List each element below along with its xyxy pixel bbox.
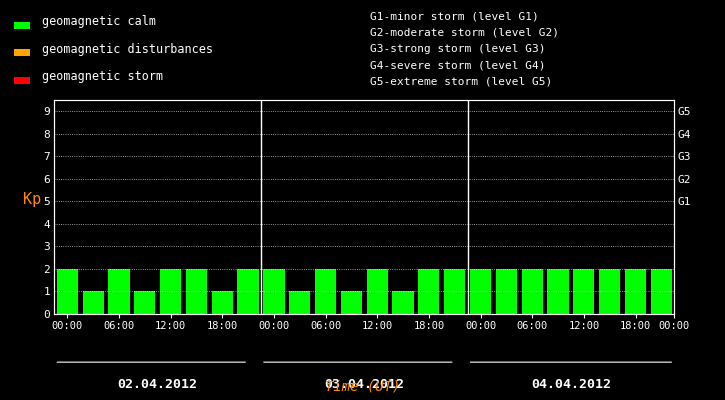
Y-axis label: Kp: Kp	[23, 192, 41, 207]
Bar	[547, 269, 568, 314]
Text: Time (UT): Time (UT)	[325, 380, 400, 394]
Bar	[599, 269, 621, 314]
Bar	[315, 269, 336, 314]
Bar	[238, 269, 259, 314]
Bar	[186, 269, 207, 314]
Bar	[625, 269, 646, 314]
Bar	[83, 292, 104, 314]
Bar	[160, 269, 181, 314]
Bar	[418, 269, 439, 314]
Bar	[392, 292, 414, 314]
Text: geomagnetic calm: geomagnetic calm	[42, 15, 156, 28]
Bar	[134, 292, 155, 314]
Text: G3-strong storm (level G3): G3-strong storm (level G3)	[370, 44, 545, 54]
Text: G1-minor storm (level G1): G1-minor storm (level G1)	[370, 11, 539, 21]
Bar	[470, 269, 491, 314]
Bar	[651, 269, 672, 314]
Text: G4-severe storm (level G4): G4-severe storm (level G4)	[370, 60, 545, 70]
Bar	[444, 269, 465, 314]
Bar	[496, 269, 517, 314]
Text: 02.04.2012: 02.04.2012	[117, 378, 198, 391]
Bar	[263, 269, 284, 314]
Bar	[14, 76, 30, 84]
Text: G5-extreme storm (level G5): G5-extreme storm (level G5)	[370, 77, 552, 87]
Bar	[289, 292, 310, 314]
Text: geomagnetic storm: geomagnetic storm	[42, 70, 163, 83]
Bar	[14, 22, 30, 29]
Bar	[57, 269, 78, 314]
Bar	[341, 292, 362, 314]
Bar	[108, 269, 130, 314]
Text: geomagnetic disturbances: geomagnetic disturbances	[42, 42, 213, 56]
Bar	[212, 292, 233, 314]
Bar	[573, 269, 594, 314]
Bar	[521, 269, 543, 314]
Text: G2-moderate storm (level G2): G2-moderate storm (level G2)	[370, 28, 558, 38]
Text: 03.04.2012: 03.04.2012	[324, 378, 405, 391]
Text: 04.04.2012: 04.04.2012	[531, 378, 611, 391]
Bar	[367, 269, 388, 314]
Bar	[14, 49, 30, 56]
